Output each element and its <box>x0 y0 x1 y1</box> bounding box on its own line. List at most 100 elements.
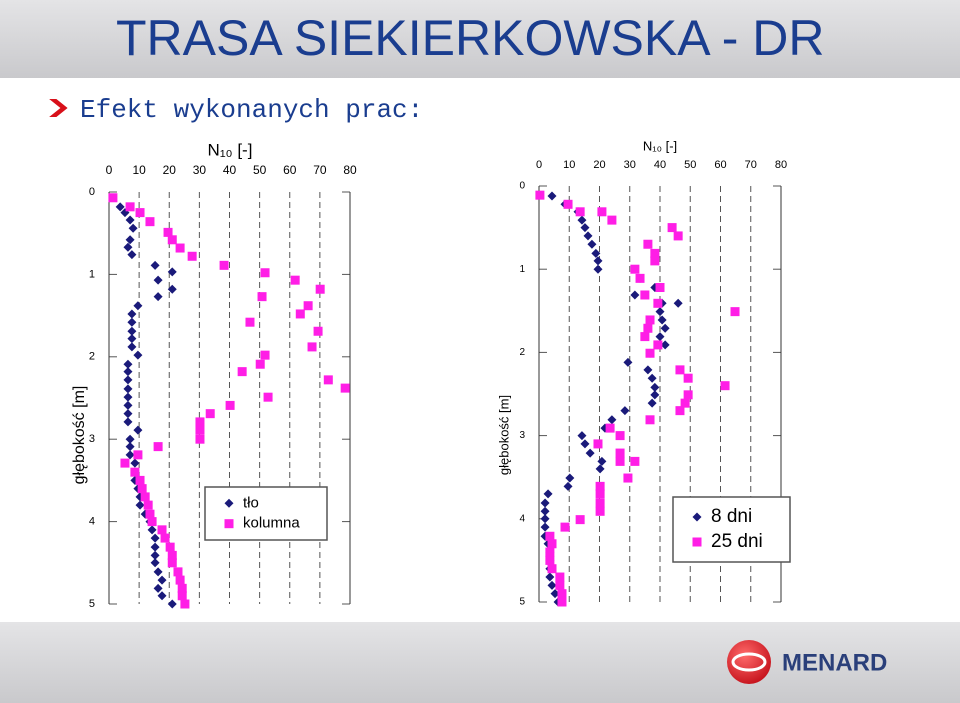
marker-square <box>195 417 205 427</box>
marker-diamond <box>123 400 133 410</box>
marker-diamond <box>125 434 135 444</box>
x-axis-label: N₁₀ [-] <box>208 140 253 159</box>
x-tick-label: 20 <box>593 159 605 171</box>
x-tick-label: 40 <box>654 159 666 171</box>
marker-diamond <box>150 533 160 543</box>
marker-diamond <box>123 375 133 385</box>
subtitle: Efekt wykonanych prac: <box>80 95 423 125</box>
marker-square <box>175 243 185 253</box>
x-axis-label: N₁₀ [-] <box>643 138 677 153</box>
x-tick-label: 60 <box>283 163 297 177</box>
marker-diamond <box>153 567 163 577</box>
marker-diamond <box>540 522 550 532</box>
y-tick-label: 5 <box>519 597 525 608</box>
legend-label: 25 dni <box>711 531 763 552</box>
marker-diamond <box>128 223 138 233</box>
marker-square <box>187 251 197 261</box>
marker-square <box>167 550 177 560</box>
x-tick-label: 30 <box>624 159 636 171</box>
x-tick-label: 50 <box>253 163 267 177</box>
marker-diamond <box>577 215 587 225</box>
marker-diamond <box>580 223 590 233</box>
marker-square <box>137 484 147 494</box>
y-tick-label: 2 <box>519 347 525 358</box>
marker-square <box>630 264 640 274</box>
legend-label: tło <box>243 494 259 511</box>
marker-diamond <box>133 425 143 435</box>
marker-square <box>683 390 693 400</box>
marker-diamond <box>595 464 605 474</box>
marker-square <box>295 309 305 319</box>
marker-diamond <box>125 450 135 460</box>
marker-diamond <box>540 514 550 524</box>
marker-square <box>643 239 653 249</box>
marker-square <box>555 580 565 590</box>
marker-diamond <box>580 439 590 449</box>
marker-diamond <box>563 481 573 491</box>
x-tick-label: 20 <box>163 163 177 177</box>
marker-square <box>303 301 313 311</box>
marker-square <box>643 323 653 333</box>
marker-square <box>175 575 185 585</box>
marker-diamond <box>655 307 665 317</box>
x-tick-label: 10 <box>563 159 575 171</box>
marker-square <box>680 398 690 408</box>
marker-diamond <box>585 448 595 458</box>
legend-label: kolumna <box>243 515 300 532</box>
marker-square <box>593 439 603 449</box>
marker-square <box>675 406 685 416</box>
x-tick-label: 0 <box>536 159 542 171</box>
marker-square <box>153 442 163 452</box>
header-bar <box>0 0 960 78</box>
marker-square <box>177 591 187 601</box>
x-tick-label: 60 <box>714 159 726 171</box>
marker-square <box>257 292 267 302</box>
marker-diamond <box>115 202 125 212</box>
marker-diamond <box>123 417 133 427</box>
marker-square <box>683 373 693 383</box>
marker-square <box>673 231 683 241</box>
marker-diamond <box>127 334 137 344</box>
x-tick-label: 70 <box>745 159 757 171</box>
slide-title: TRASA SIEKIERKOWSKA - DR <box>116 10 825 66</box>
marker-square <box>607 215 617 225</box>
marker-diamond <box>127 250 137 260</box>
x-tick-label: 80 <box>775 159 787 171</box>
marker-square <box>120 458 130 468</box>
marker-square <box>615 431 625 441</box>
marker-square <box>675 365 685 375</box>
marker-square <box>315 284 325 294</box>
y-tick-label: 1 <box>89 268 95 280</box>
marker-diamond <box>593 264 603 274</box>
marker-square <box>323 375 333 385</box>
marker-square <box>180 599 190 609</box>
x-tick-label: 80 <box>343 163 357 177</box>
marker-square <box>645 415 655 425</box>
marker-square <box>595 481 605 491</box>
marker-square <box>653 340 663 350</box>
marker-diamond <box>650 390 660 400</box>
y-axis-label: głębokość [m] <box>496 395 511 475</box>
marker-diamond <box>153 275 163 285</box>
marker-square <box>290 275 300 285</box>
marker-square <box>167 235 177 245</box>
marker-square <box>224 519 234 529</box>
marker-diamond <box>157 575 167 585</box>
marker-diamond <box>647 398 657 408</box>
x-tick-label: 50 <box>684 159 696 171</box>
y-tick-label: 0 <box>89 186 95 198</box>
marker-square <box>195 425 205 435</box>
marker-diamond <box>133 301 143 311</box>
marker-square <box>157 525 167 535</box>
marker-square <box>340 383 350 393</box>
marker-square <box>635 273 645 283</box>
marker-diamond <box>583 231 593 241</box>
marker-diamond <box>127 317 137 327</box>
marker-diamond <box>591 248 601 258</box>
marker-square <box>260 350 270 360</box>
marker-square <box>545 547 555 557</box>
marker-square <box>205 409 215 419</box>
marker-diamond <box>123 384 133 394</box>
logo-swirl <box>731 652 767 672</box>
